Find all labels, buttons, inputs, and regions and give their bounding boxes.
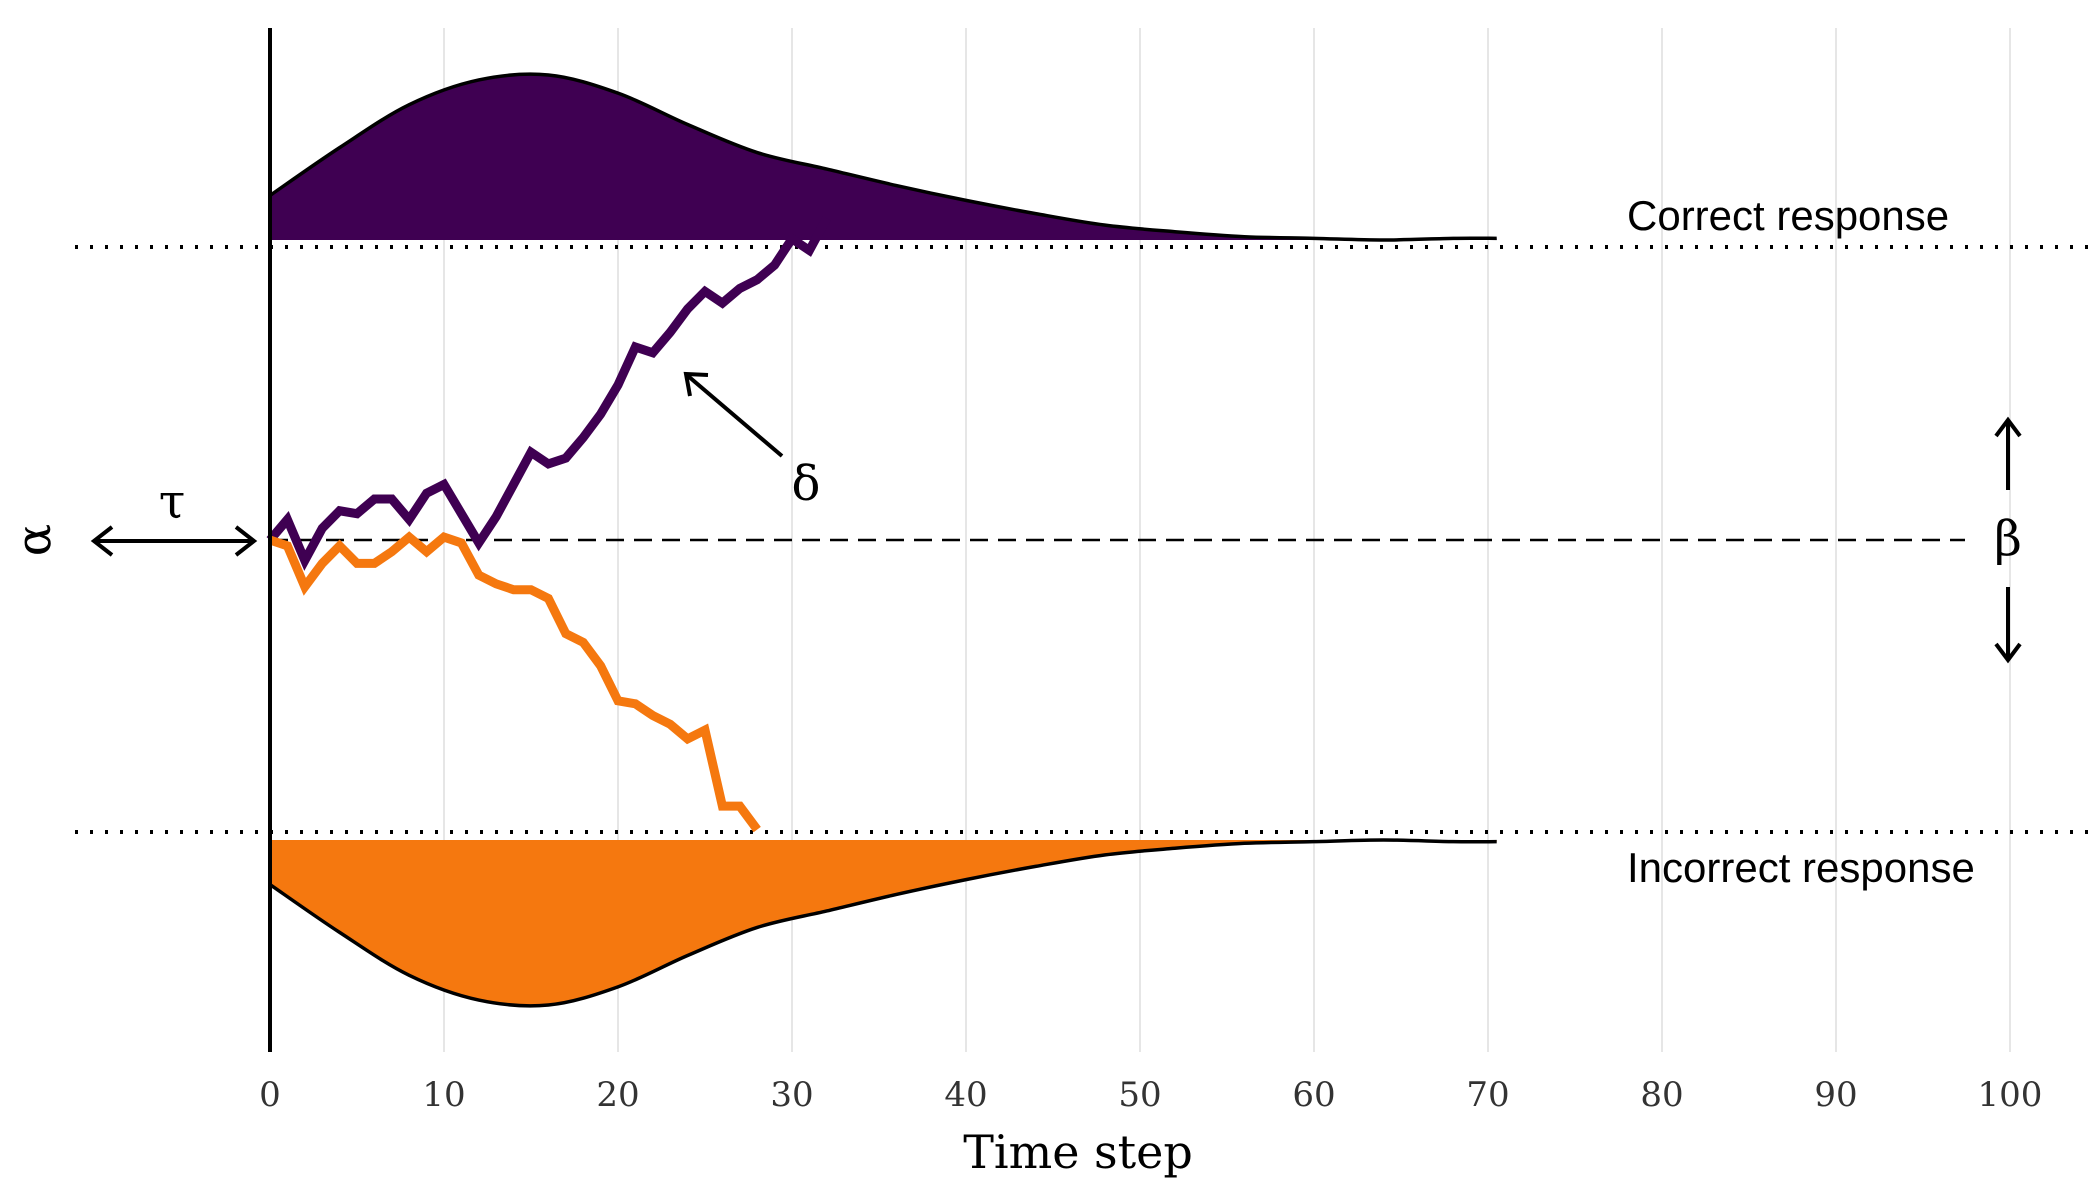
x-tick-label-20: 20 — [596, 1075, 639, 1115]
delta-arrow — [683, 371, 784, 458]
x-axis-ticks: 0 10 20 30 40 50 60 70 80 90 100 — [259, 1075, 2042, 1115]
x-tick-label-40: 40 — [944, 1075, 987, 1115]
correct-density-outline — [269, 72, 1497, 242]
tau-label: τ — [159, 474, 186, 530]
delta-label: δ — [792, 456, 821, 512]
evidence-paths — [266, 216, 831, 833]
tau-arrow — [90, 525, 258, 557]
x-axis-label: Time step — [963, 1125, 1193, 1179]
x-tick-label-100: 100 — [1978, 1075, 2043, 1115]
correct-response-label: Correct response — [1627, 192, 1949, 239]
correct-density-fill — [270, 74, 1497, 240]
incorrect-density-fill — [270, 840, 1497, 1006]
incorrect-evidence-path — [268, 531, 761, 833]
alpha-label: α — [6, 524, 62, 556]
beta-arrow-up — [1994, 416, 2022, 490]
beta-arrow-down — [1994, 587, 2022, 664]
x-tick-label-50: 50 — [1118, 1075, 1161, 1115]
incorrect-density-outline — [269, 838, 1497, 1008]
response-densities — [269, 72, 1497, 1008]
x-tick-label-30: 30 — [770, 1075, 813, 1115]
correct-evidence-path — [266, 216, 831, 571]
x-tick-label-10: 10 — [422, 1075, 465, 1115]
incorrect-response-label: Incorrect response — [1627, 844, 1975, 891]
x-tick-label-80: 80 — [1640, 1075, 1683, 1115]
x-tick-label-90: 90 — [1814, 1075, 1857, 1115]
x-tick-label-0: 0 — [259, 1075, 281, 1115]
x-tick-label-60: 60 — [1292, 1075, 1335, 1115]
x-tick-label-70: 70 — [1466, 1075, 1509, 1115]
beta-label: β — [1994, 511, 2022, 567]
